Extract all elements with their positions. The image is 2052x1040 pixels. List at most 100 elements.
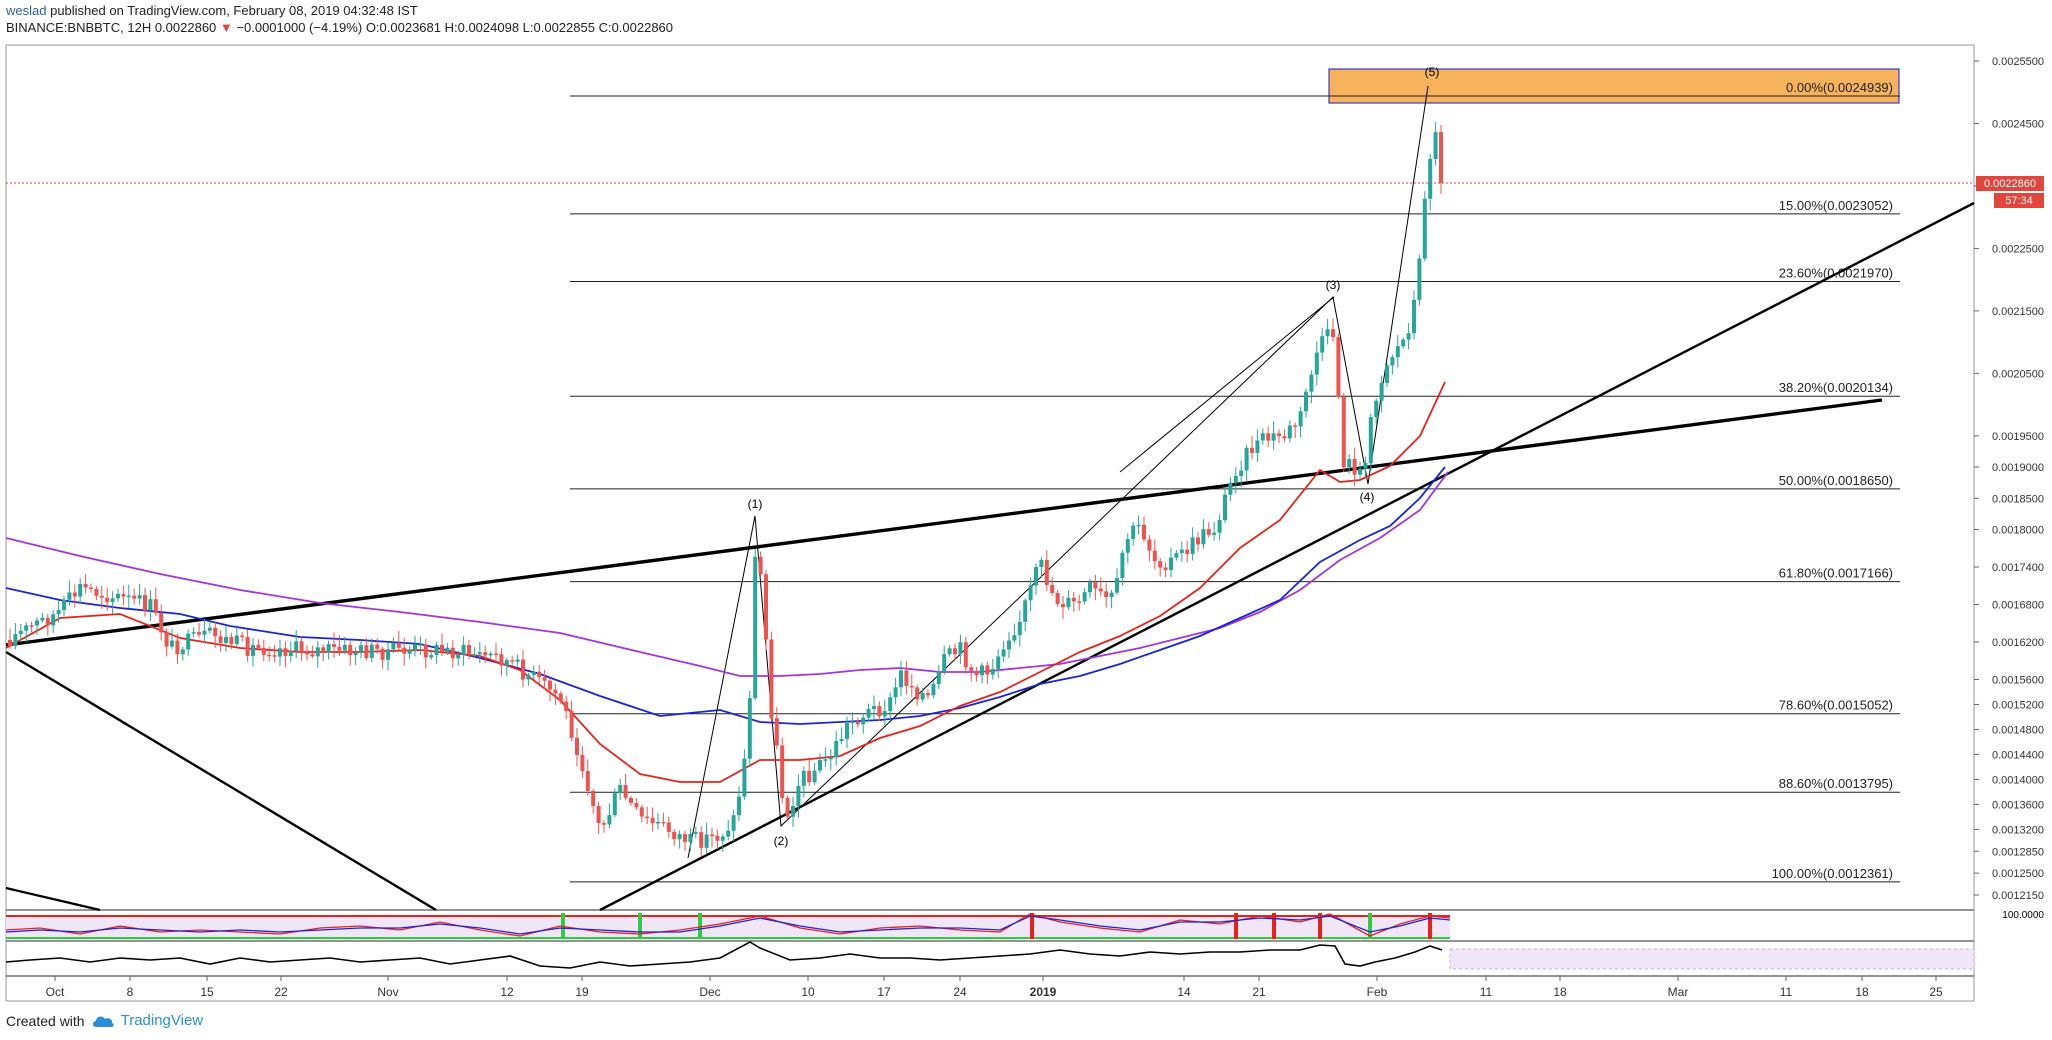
x-tick-label: Dec	[699, 985, 720, 999]
candle-body	[483, 652, 488, 656]
candle-body	[764, 574, 768, 640]
candle-body	[1433, 132, 1438, 159]
username-link[interactable]: weslad	[6, 3, 47, 18]
candle-body	[1314, 352, 1319, 375]
candle-body	[634, 802, 639, 808]
candle-body	[159, 613, 164, 633]
candle-body	[234, 635, 239, 645]
candle-body	[623, 785, 628, 799]
candle-body	[818, 759, 822, 771]
candle-body	[596, 805, 601, 824]
elliott-wave-path[interactable]	[687, 85, 1429, 859]
fibonacci-retracement[interactable]: 0.00%(0.0024939)15.00%(0.0023052)23.60%(…	[570, 80, 1900, 883]
candle-body	[650, 817, 655, 824]
y-tick-label: 0.0017400	[1992, 562, 2044, 574]
candle-body	[1115, 577, 1119, 593]
candle-body	[256, 645, 261, 648]
candle-body	[521, 659, 525, 680]
long-resistance-trendline	[5, 398, 1883, 647]
tradingview-brand-link[interactable]: TradingView	[120, 1012, 204, 1029]
chart-header: weslad published on TradingView.com, Feb…	[6, 2, 2046, 38]
x-tick-label: 8	[127, 985, 134, 999]
candle-body	[769, 639, 774, 719]
x-tick-label: 24	[953, 985, 967, 999]
change-arrow-icon: ▼	[219, 20, 233, 35]
time-axis[interactable]: Oct 8 15 22 Nov 12 19 Dec 10 17 24 2019 14 21 Feb 11 18 M…	[46, 976, 1943, 999]
rsi-pane[interactable]	[5, 941, 1975, 970]
fib-level-label: 61.80%(0.0017166)	[1779, 566, 1893, 581]
candle-body	[213, 627, 218, 637]
candle-body	[407, 650, 412, 654]
candle-body	[909, 685, 914, 688]
candle-body	[731, 815, 736, 831]
candle-body	[1061, 604, 1065, 608]
candle-body	[1158, 561, 1163, 568]
candle-body	[499, 654, 504, 666]
rsi-line	[5, 941, 1443, 969]
candle-body	[823, 759, 828, 761]
candle-body	[402, 647, 407, 654]
x-tick-label: 19	[575, 985, 589, 999]
candle-body	[888, 697, 893, 712]
price-axis[interactable]: 0.00255000.00245000.00235000.00225000.00…	[1974, 56, 2044, 902]
trend-lines[interactable]	[5, 201, 1975, 912]
candle-body	[607, 815, 612, 825]
candle-body	[758, 556, 763, 575]
candle-body	[526, 674, 531, 680]
candle-body	[1179, 549, 1184, 554]
candle-body	[78, 584, 83, 597]
wave-label-1: (1)	[748, 497, 763, 511]
stochastic-pane[interactable]: 100.0000	[5, 910, 2044, 939]
candle-body	[418, 644, 423, 646]
candle-body	[1293, 425, 1298, 427]
chart-frame	[5, 44, 1975, 1002]
candle-body	[688, 833, 693, 842]
candle-body	[715, 835, 720, 841]
candle-body	[1309, 374, 1314, 392]
candle-body	[812, 770, 817, 783]
candle-body	[51, 614, 56, 626]
candle-body	[861, 717, 866, 725]
candle-body	[872, 706, 876, 709]
fib-level-label: 78.60%(0.0015052)	[1779, 698, 1893, 713]
candle-body	[585, 771, 590, 791]
candle-body	[591, 790, 596, 806]
candle-body	[699, 832, 704, 848]
y-tick-label: 0.0015200	[1992, 699, 2044, 711]
candle-body	[1331, 329, 1335, 338]
candle-body	[1066, 597, 1071, 608]
candle-body	[1422, 198, 1427, 259]
candle-body	[1412, 299, 1416, 334]
y-tick-label: 0.0014000	[1992, 774, 2044, 786]
candle-body	[1163, 567, 1168, 570]
candlestick-series[interactable]	[8, 121, 1443, 857]
candle-body	[704, 834, 709, 848]
x-tick-label: 2019	[1030, 985, 1057, 999]
candle-body	[321, 647, 326, 653]
candle-body	[1233, 476, 1238, 483]
candle-body	[1417, 258, 1422, 300]
candle-body	[742, 758, 747, 797]
symbol-label: BINANCE:BNBBTC, 12H	[6, 20, 152, 35]
candle-body	[1142, 524, 1146, 540]
candle-body	[661, 821, 666, 824]
candle-body	[375, 644, 380, 649]
candle-body	[1298, 411, 1303, 427]
candle-body	[926, 693, 930, 696]
target-zone-box[interactable]	[1328, 68, 1900, 104]
wave-label-2: (2)	[774, 834, 789, 848]
candle-body	[272, 655, 277, 657]
candle-body	[99, 595, 104, 598]
candle-body	[1007, 640, 1011, 650]
candle-body	[850, 721, 855, 724]
candle-body	[1390, 357, 1395, 366]
moving-averages[interactable]	[5, 381, 1449, 783]
stoch-signal-marker	[698, 913, 702, 939]
candle-body	[450, 647, 455, 659]
candle-body	[580, 755, 585, 772]
countdown-tag	[1994, 193, 2044, 208]
candle-body	[105, 597, 110, 603]
current-price-tag	[1976, 176, 2044, 191]
candle-body	[121, 593, 126, 597]
